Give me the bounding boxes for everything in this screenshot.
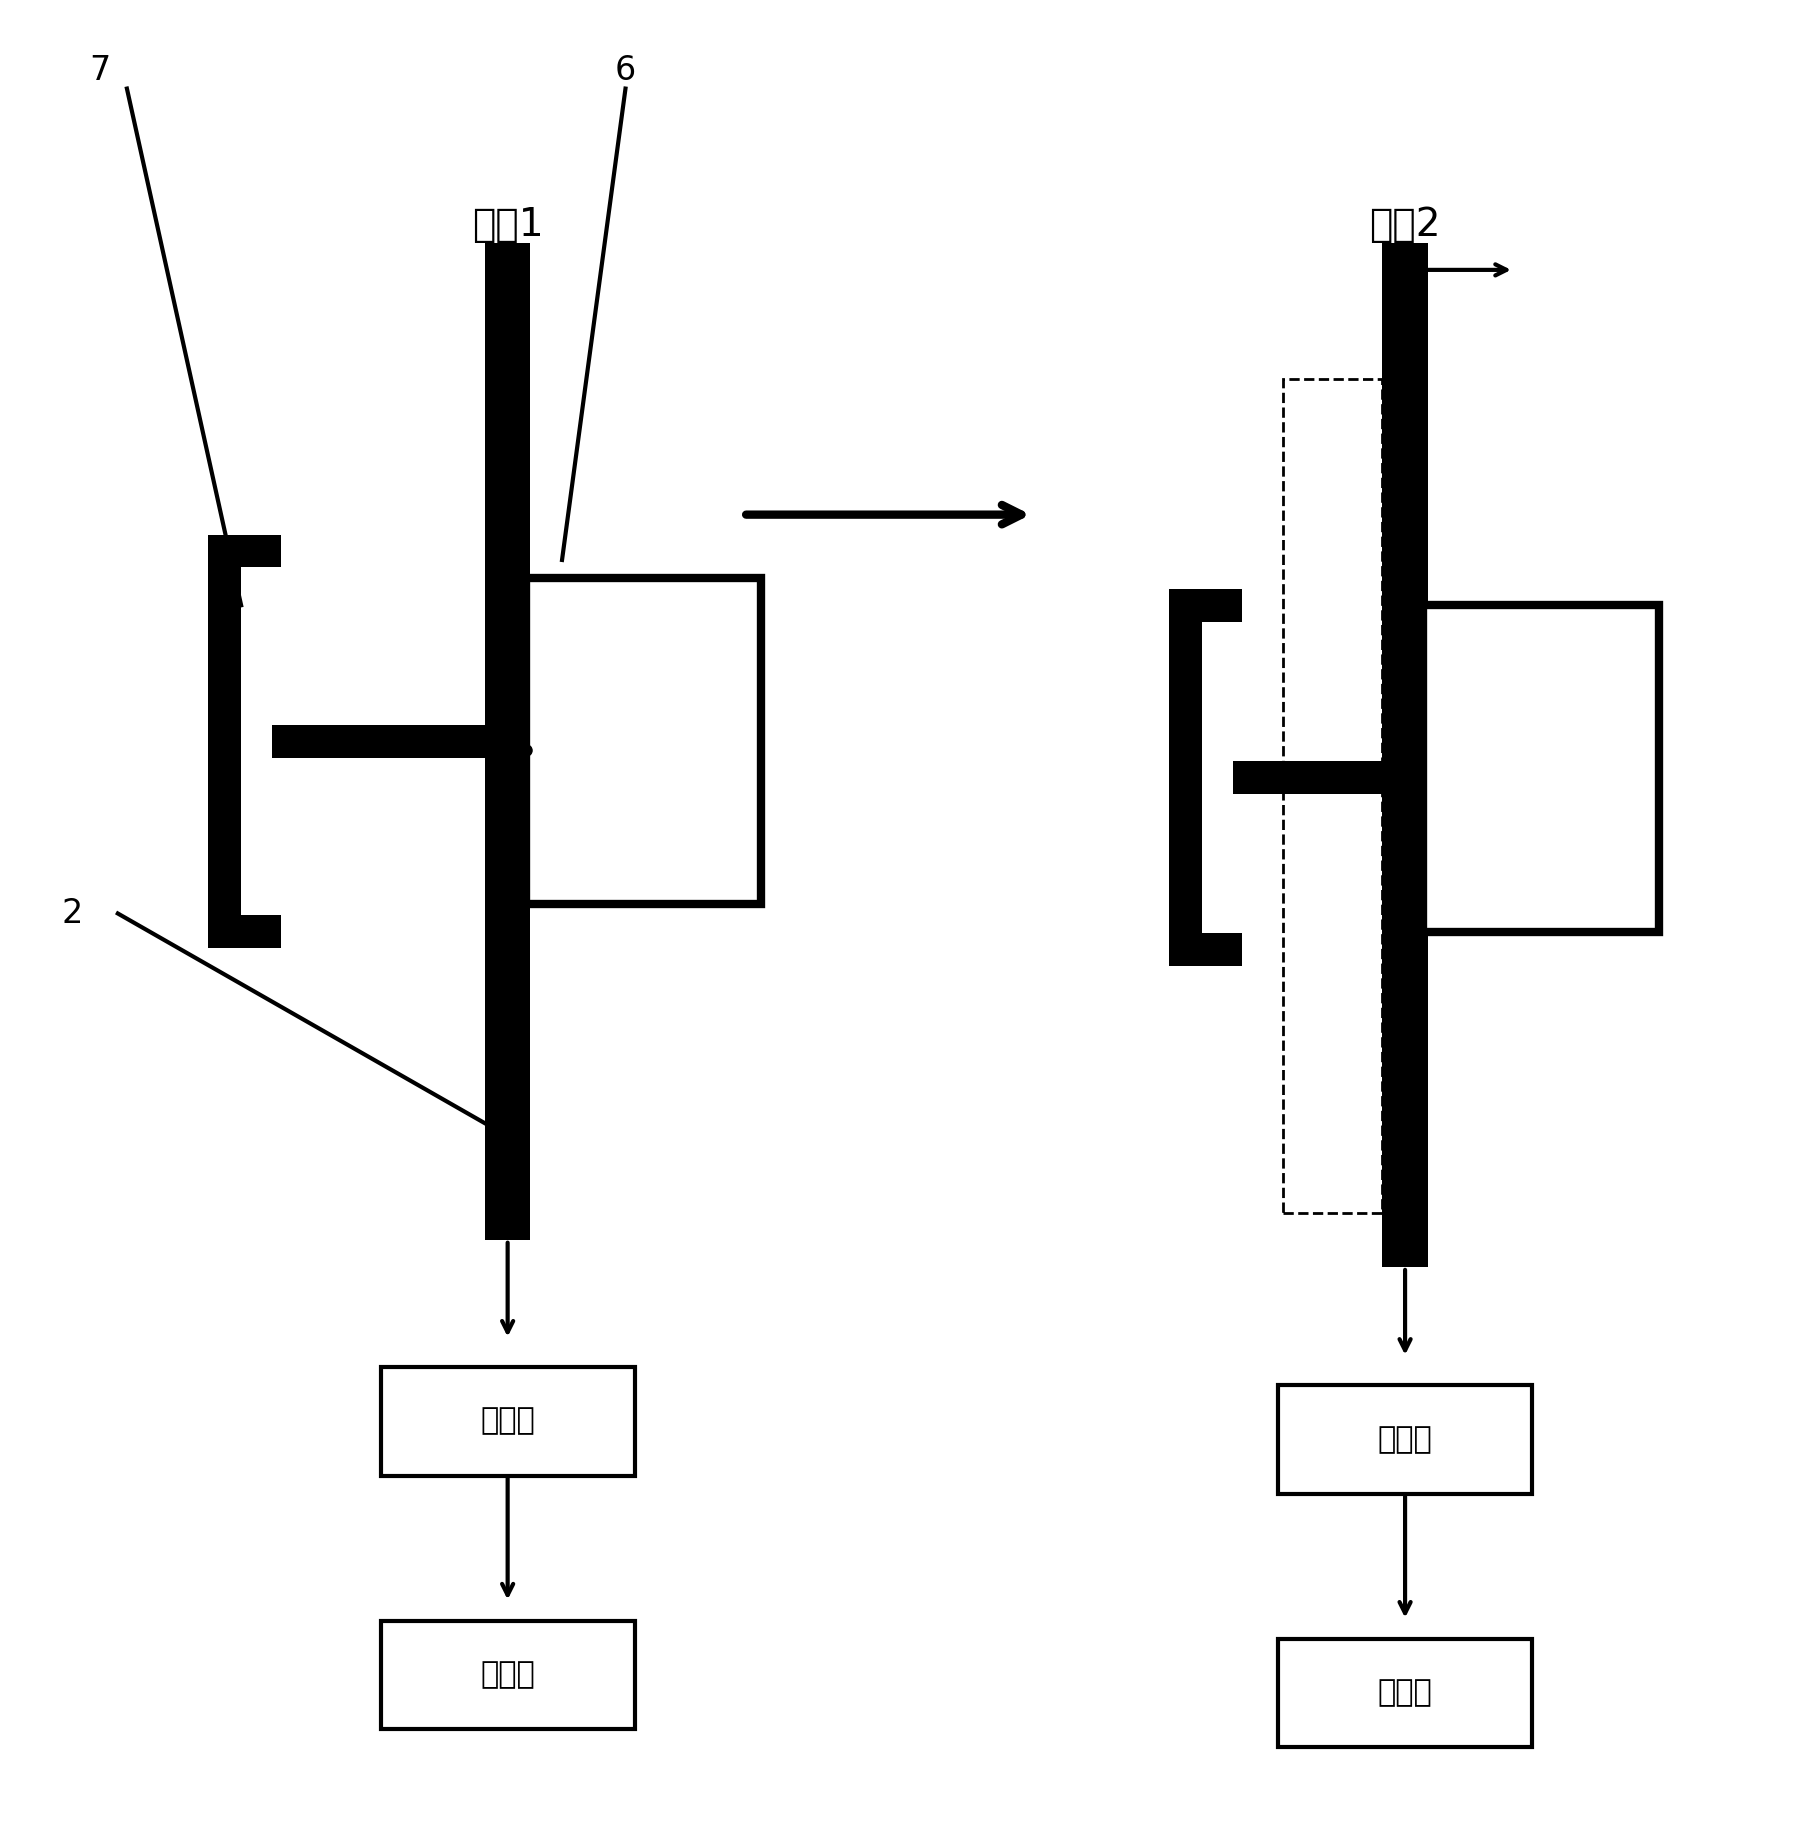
Bar: [381, 1621, 635, 1730]
Text: 计算机: 计算机: [1378, 1679, 1432, 1708]
Text: 计算机: 计算机: [480, 1661, 535, 1690]
Bar: [1233, 762, 1478, 795]
Bar: [1278, 1639, 1532, 1747]
Bar: [1382, 243, 1429, 1268]
Bar: [1282, 378, 1382, 1213]
Bar: [208, 535, 241, 948]
Text: d: d: [1411, 1146, 1425, 1171]
Text: 位置2: 位置2: [1369, 206, 1441, 243]
Text: 6: 6: [615, 55, 636, 88]
Text: 采集卡: 采集卡: [1378, 1425, 1432, 1454]
Bar: [381, 1367, 635, 1476]
Text: 2: 2: [62, 897, 83, 930]
Bar: [1278, 1385, 1532, 1494]
Bar: [272, 725, 644, 758]
Text: 采集卡: 采集卡: [480, 1407, 535, 1436]
Bar: [526, 577, 761, 904]
Text: 位置1: 位置1: [471, 206, 544, 243]
Bar: [1423, 605, 1659, 932]
Bar: [208, 535, 281, 566]
Bar: [486, 243, 531, 1241]
Bar: [1169, 588, 1202, 966]
Bar: [1169, 588, 1242, 621]
Bar: [208, 915, 281, 948]
Text: 7: 7: [89, 55, 111, 88]
Bar: [1169, 934, 1242, 966]
